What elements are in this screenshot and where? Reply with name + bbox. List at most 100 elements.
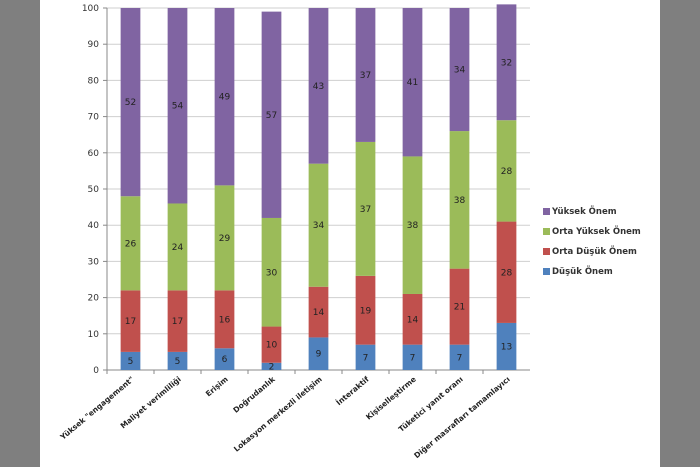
data-label-y-ksek-nem-1: 54	[172, 102, 184, 112]
legend-swatch-d-k-nem	[543, 268, 550, 275]
data-label-orta-y-ksek-nem-6: 38	[407, 221, 419, 231]
legend-label-d-k-nem: Düşük Önem	[552, 266, 613, 277]
bar-y-ksek-nem-0	[120, 8, 141, 197]
bar-d-k-nem-7	[449, 344, 470, 370]
y-tick-label-0: 0	[93, 366, 99, 376]
data-label-y-ksek-nem-7: 34	[454, 66, 466, 76]
category-label-4: Lokasyon merkezli iletişim	[232, 375, 324, 454]
bar-y-ksek-nem-6	[402, 8, 423, 157]
data-label-d-k-nem-2: 6	[222, 355, 228, 365]
data-label-d-k-nem-0: 5	[128, 357, 134, 367]
bar-d-k-nem-5	[355, 344, 376, 370]
data-label-d-k-nem-3: 2	[269, 362, 275, 372]
data-labels: 5 17 26 52 5 17 24 54 6 16 29 49 2 10 30 57 9 14 34 43 7 19 37…	[125, 58, 513, 372]
bar-orta-y-ksek-nem-8	[496, 120, 517, 222]
bar-orta-d-k-nem-5	[355, 275, 376, 345]
bar-y-ksek-nem-1	[167, 8, 188, 204]
legend: Yüksek Önem Orta Yüksek Önem Orta Düşük Ön…	[543, 206, 641, 277]
legend-swatch-y-ksek-nem	[543, 208, 550, 215]
bar-orta-d-k-nem-1	[167, 290, 188, 352]
bar-orta-y-ksek-nem-6	[402, 156, 423, 294]
bar-d-k-nem-1	[167, 351, 188, 370]
y-tick-label-80: 80	[88, 76, 100, 86]
data-label-orta-d-k-nem-3: 10	[266, 341, 278, 351]
bar-orta-y-ksek-nem-5	[355, 141, 376, 276]
bars	[120, 4, 517, 370]
data-label-orta-y-ksek-nem-4: 34	[313, 221, 325, 231]
data-label-orta-y-ksek-nem-7: 38	[454, 196, 466, 206]
data-label-orta-d-k-nem-7: 21	[454, 303, 465, 313]
bar-y-ksek-nem-2	[214, 8, 235, 186]
data-label-orta-y-ksek-nem-2: 29	[219, 234, 231, 244]
legend-swatch-orta-d-k-nem	[543, 248, 550, 255]
bar-d-k-nem-0	[120, 351, 141, 370]
data-label-y-ksek-nem-0: 52	[125, 98, 136, 108]
y-tick-label-60: 60	[88, 149, 100, 159]
chart-frame: 0 10 20 30 40 50 60 70 80 90 100 5 17 26 52 5 17 24 54 6 16…	[40, 0, 660, 467]
data-label-orta-d-k-nem-1: 17	[172, 317, 183, 327]
y-tick-label-40: 40	[88, 221, 100, 231]
data-label-orta-y-ksek-nem-1: 24	[172, 243, 184, 253]
y-tick-label-20: 20	[88, 294, 100, 304]
data-label-orta-d-k-nem-5: 19	[360, 306, 372, 316]
category-label-5: İnteraktif	[334, 374, 371, 407]
category-label-6: Kişiselleştirme	[364, 375, 418, 422]
bar-d-k-nem-4	[308, 337, 329, 370]
y-tick-label-50: 50	[88, 185, 100, 195]
bar-orta-d-k-nem-6	[402, 293, 423, 345]
data-label-d-k-nem-4: 9	[316, 350, 322, 360]
data-label-d-k-nem-8: 13	[501, 342, 512, 352]
bar-d-k-nem-8	[496, 322, 517, 370]
data-label-orta-d-k-nem-6: 14	[407, 315, 419, 325]
y-tick-label-100: 100	[82, 4, 99, 14]
data-label-y-ksek-nem-2: 49	[219, 93, 231, 103]
bar-orta-y-ksek-nem-2	[214, 185, 235, 291]
data-label-orta-d-k-nem-8: 28	[501, 268, 513, 278]
bar-orta-d-k-nem-7	[449, 268, 470, 345]
bar-y-ksek-nem-5	[355, 8, 376, 142]
data-label-d-k-nem-6: 7	[410, 353, 416, 363]
bar-y-ksek-nem-8	[496, 4, 517, 121]
bar-d-k-nem-2	[214, 348, 235, 370]
legend-swatch-orta-y-ksek-nem	[543, 228, 550, 235]
bar-orta-d-k-nem-4	[308, 286, 329, 338]
data-label-orta-y-ksek-nem-3: 30	[266, 268, 278, 278]
bar-orta-d-k-nem-8	[496, 221, 517, 323]
bar-orta-y-ksek-nem-3	[261, 217, 282, 327]
bar-orta-d-k-nem-3	[261, 326, 282, 363]
y-tick-label-30: 30	[88, 257, 100, 267]
data-label-d-k-nem-7: 7	[457, 353, 463, 363]
data-label-orta-d-k-nem-0: 17	[125, 317, 136, 327]
bar-d-k-nem-6	[402, 344, 423, 370]
data-label-orta-y-ksek-nem-0: 26	[125, 239, 137, 249]
category-label-0: Yüksek "engagement"	[58, 375, 136, 443]
category-labels: Yüksek "engagement"Maliyet verimliliği Er…	[58, 374, 512, 460]
bar-orta-y-ksek-nem-7	[449, 131, 470, 269]
bar-y-ksek-nem-7	[449, 8, 470, 132]
bar-orta-d-k-nem-2	[214, 290, 235, 349]
category-label-3: Doğrudanlık	[231, 374, 277, 415]
category-label-8: Diğer masrafları tamamlayıcı	[412, 375, 512, 461]
legend-label-orta-y-ksek-nem: Orta Yüksek Önem	[552, 226, 641, 237]
legend-label-y-ksek-nem: Yüksek Önem	[551, 206, 617, 217]
data-label-y-ksek-nem-6: 41	[407, 78, 418, 88]
stacked-bar-chart: 0 10 20 30 40 50 60 70 80 90 100 5 17 26 52 5 17 24 54 6 16…	[58, 4, 641, 460]
bar-d-k-nem-3	[261, 362, 282, 370]
bar-y-ksek-nem-4	[308, 8, 329, 164]
bar-orta-y-ksek-nem-4	[308, 163, 329, 287]
y-tick-label-70: 70	[88, 113, 100, 123]
data-label-y-ksek-nem-3: 57	[266, 111, 277, 121]
data-label-d-k-nem-5: 7	[363, 353, 369, 363]
data-label-d-k-nem-1: 5	[175, 357, 181, 367]
data-label-y-ksek-nem-4: 43	[313, 82, 324, 92]
legend-label-orta-d-k-nem: Orta Düşük Önem	[552, 246, 637, 257]
y-tick-label-10: 10	[88, 330, 100, 340]
bar-orta-y-ksek-nem-1	[167, 203, 188, 291]
data-label-orta-d-k-nem-4: 14	[313, 308, 325, 318]
y-tick-label-90: 90	[88, 40, 100, 50]
data-label-y-ksek-nem-8: 32	[501, 58, 512, 68]
bar-orta-y-ksek-nem-0	[120, 196, 141, 291]
data-label-orta-d-k-nem-2: 16	[219, 315, 231, 325]
bar-orta-d-k-nem-0	[120, 290, 141, 352]
data-label-y-ksek-nem-5: 37	[360, 71, 371, 81]
